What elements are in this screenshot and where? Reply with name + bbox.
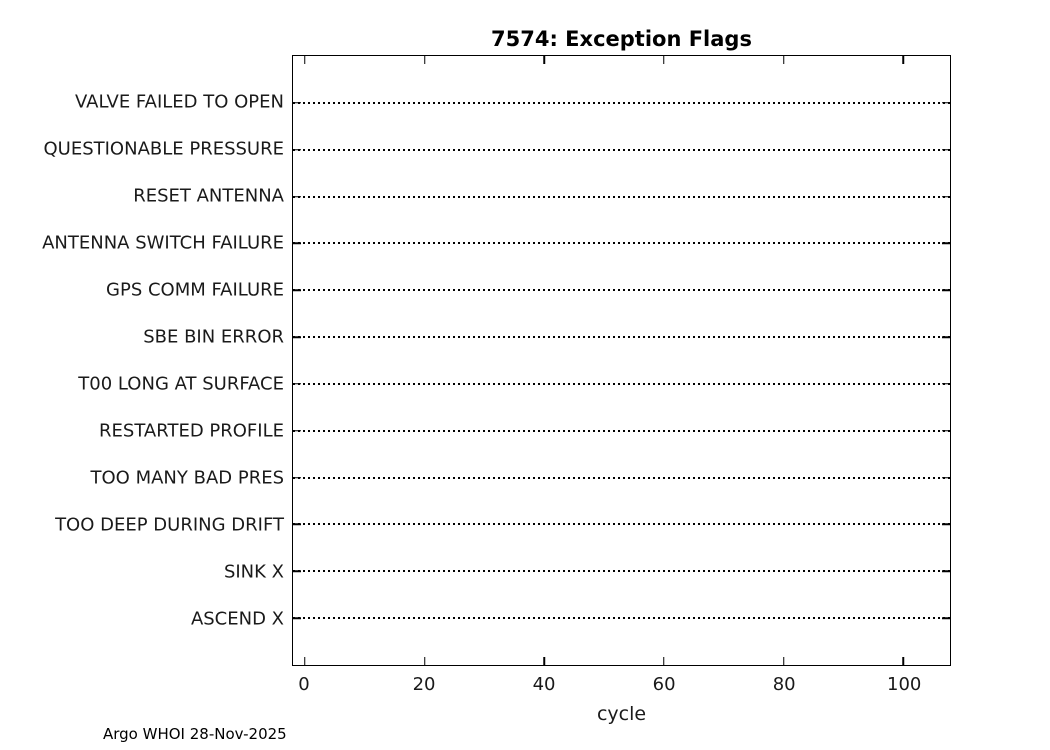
x-axis-label: cycle — [596, 703, 647, 725]
y-tick-right — [942, 242, 950, 245]
x-tick-bottom — [543, 657, 546, 665]
x-tick-top — [902, 56, 905, 64]
category-baseline — [293, 242, 950, 245]
x-axis-tick-label: 60 — [652, 674, 676, 695]
y-axis-label: ANTENNA SWITCH FAILURE — [42, 232, 284, 254]
y-tick-left — [293, 476, 301, 479]
x-axis-tick-label: 20 — [412, 674, 436, 695]
y-tick-right — [942, 570, 950, 573]
x-axis-tick-label: 80 — [772, 674, 796, 695]
y-axis-label: T00 LONG AT SURFACE — [78, 373, 284, 395]
y-tick-left — [293, 195, 301, 198]
x-tick-top — [543, 56, 546, 64]
y-tick-left — [293, 242, 301, 245]
category-baseline — [293, 429, 950, 432]
category-baseline — [293, 336, 950, 339]
y-axis-label: SBE BIN ERROR — [143, 326, 284, 348]
x-tick-bottom — [663, 657, 665, 665]
category-baseline — [293, 289, 950, 292]
y-tick-right — [942, 430, 950, 432]
y-tick-left — [293, 289, 301, 291]
x-axis-tick-labels: 0 20 40 60 80 100 — [292, 674, 951, 698]
category-baseline — [293, 617, 950, 620]
y-tick-left — [293, 336, 301, 338]
plot-area — [292, 55, 951, 666]
y-tick-left — [293, 430, 301, 432]
x-tick-top — [304, 56, 306, 64]
y-axis-label: TOO DEEP DURING DRIFT — [55, 514, 284, 536]
x-axis-tick-label: 0 — [298, 674, 310, 695]
x-tick-bottom — [902, 657, 905, 665]
y-axis-label: QUESTIONABLE PRESSURE — [43, 138, 284, 160]
y-axis-label: ASCEND X — [190, 608, 284, 630]
y-axis-label: GPS COMM FAILURE — [106, 279, 284, 301]
y-axis-label: TOO MANY BAD PRES — [90, 467, 284, 489]
y-tick-left — [293, 617, 301, 619]
y-axis-label: VALVE FAILED TO OPEN — [75, 91, 284, 113]
x-tick-top — [782, 56, 785, 64]
y-tick-right — [942, 523, 950, 526]
y-tick-left — [293, 383, 301, 385]
y-tick-left — [293, 148, 301, 151]
category-baseline — [293, 570, 950, 573]
category-baseline — [293, 101, 950, 104]
y-tick-right — [942, 383, 950, 385]
y-tick-right — [942, 148, 950, 151]
y-tick-left — [293, 523, 301, 526]
x-axis-tick-label: 40 — [532, 674, 556, 695]
y-axis-label: RESTARTED PROFILE — [99, 420, 284, 442]
footer-note: Argo WHOI 28-Nov-2025 — [103, 725, 287, 743]
x-tick-bottom — [782, 657, 785, 665]
chart-title: 7574: Exception Flags — [491, 27, 752, 51]
y-tick-left — [293, 570, 301, 573]
y-tick-right — [942, 289, 950, 291]
category-baseline — [293, 382, 950, 385]
x-tick-bottom — [423, 657, 426, 665]
y-tick-right — [942, 476, 950, 479]
category-baseline — [293, 148, 950, 151]
category-baseline — [293, 195, 950, 198]
x-axis-tick-label: 100 — [886, 674, 922, 695]
x-tick-top — [663, 56, 665, 64]
category-baseline — [293, 523, 950, 526]
y-tick-right — [942, 102, 950, 104]
y-axis-label: SINK X — [223, 561, 284, 583]
y-tick-right — [942, 195, 950, 198]
category-baseline — [293, 476, 950, 479]
y-axis-labels: VALVE FAILED TO OPEN QUESTIONABLE PRESSUR… — [0, 55, 284, 666]
y-tick-left — [293, 102, 301, 104]
y-tick-right — [942, 617, 950, 619]
y-axis-label: RESET ANTENNA — [133, 185, 284, 207]
x-tick-bottom — [304, 657, 306, 665]
x-tick-top — [423, 56, 426, 64]
y-tick-right — [942, 336, 950, 338]
